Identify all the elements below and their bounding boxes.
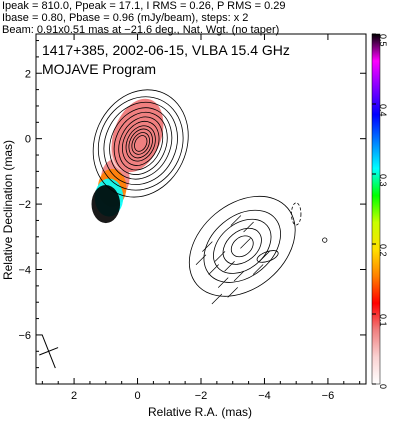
intensity-contours <box>92 89 328 305</box>
polarization-vector <box>230 215 242 226</box>
pol-patch <box>91 185 121 224</box>
polarization-vector <box>208 264 219 275</box>
core-contour <box>125 125 156 162</box>
polarization-vector <box>211 293 223 305</box>
plot-frame <box>35 33 367 385</box>
core-contour <box>109 107 173 180</box>
x-tick-label: −6 <box>322 390 335 402</box>
chart-title: 1417+385, 2002-06-15, VLBA 15.4 GHz <box>42 42 290 58</box>
tick-marks: 2 0 −2 −4 −6 2 0 −2 −4 −6 <box>18 34 366 402</box>
small-contour <box>256 250 279 263</box>
x-tick-label: 0 <box>134 390 140 402</box>
jet-contour <box>230 235 254 258</box>
y-axis-label: Relative Declination (mas) <box>1 140 15 280</box>
negative-contour <box>291 202 302 226</box>
x-axis-label: Relative R.A. (mas) <box>148 405 252 419</box>
polarization-vector <box>243 221 254 233</box>
jet-contour <box>213 218 272 274</box>
colorbar-tick-label: 0.3 <box>378 174 388 187</box>
y-tick-label: −4 <box>18 265 31 277</box>
y-tick-label: 2 <box>25 68 31 80</box>
core-contour <box>121 120 160 166</box>
y-tick-label: −2 <box>18 199 31 211</box>
polarization-vector <box>240 238 251 249</box>
chart-subtitle: MOJAVE Program <box>42 61 156 77</box>
polarization-vector <box>195 254 207 265</box>
jet-contour <box>222 227 262 265</box>
core-contour <box>97 96 184 191</box>
colorbar-tick-label: 0 <box>378 384 388 389</box>
header-line-3: Beam: 0.91x0.51 mas at −21.6 deg., Nat. … <box>2 24 280 36</box>
colorbar-tick-label: 0.2 <box>378 244 388 257</box>
colorbar-ticks: 0 0.1 0.2 0.3 0.4 0.5 <box>372 33 388 389</box>
colorbar <box>371 33 381 385</box>
colorbar-tick-label: 0.1 <box>378 314 388 327</box>
polarization-vector <box>227 287 238 298</box>
core-contour <box>92 89 189 198</box>
polarization-vector <box>217 277 229 288</box>
polarization-vector <box>202 241 213 252</box>
polarization-vector <box>259 251 270 262</box>
core-contour <box>118 116 164 171</box>
beam-minor-axis <box>39 347 59 356</box>
beam-marker <box>39 334 59 369</box>
polarization-vector <box>233 270 245 282</box>
core-contour <box>134 135 148 152</box>
header-line-2: Ibase = 0.80, Pbase = 0.96 (mJy/beam), s… <box>2 12 249 24</box>
core-contour <box>131 132 150 155</box>
jet-contour <box>188 195 296 297</box>
polarization-vector <box>214 251 226 262</box>
core-contour <box>128 128 153 159</box>
x-tick-label: −2 <box>195 390 208 402</box>
small-contour <box>322 237 328 243</box>
y-tick-label: −6 <box>18 330 31 342</box>
x-tick-label: −4 <box>258 390 271 402</box>
polarization-vector <box>224 260 235 272</box>
core-contour <box>103 101 178 186</box>
polarization-vector <box>252 264 264 275</box>
y-tick-label: 0 <box>25 134 31 146</box>
header-line-1: Ipeak = 810.0, Ppeak = 17.1, I RMS = 0.2… <box>2 0 286 12</box>
colorbar-tick-label: 0.4 <box>378 104 388 117</box>
x-tick-label: 2 <box>71 390 77 402</box>
core-contour <box>113 111 168 175</box>
colorbar-tick-label: 0.5 <box>378 34 388 47</box>
